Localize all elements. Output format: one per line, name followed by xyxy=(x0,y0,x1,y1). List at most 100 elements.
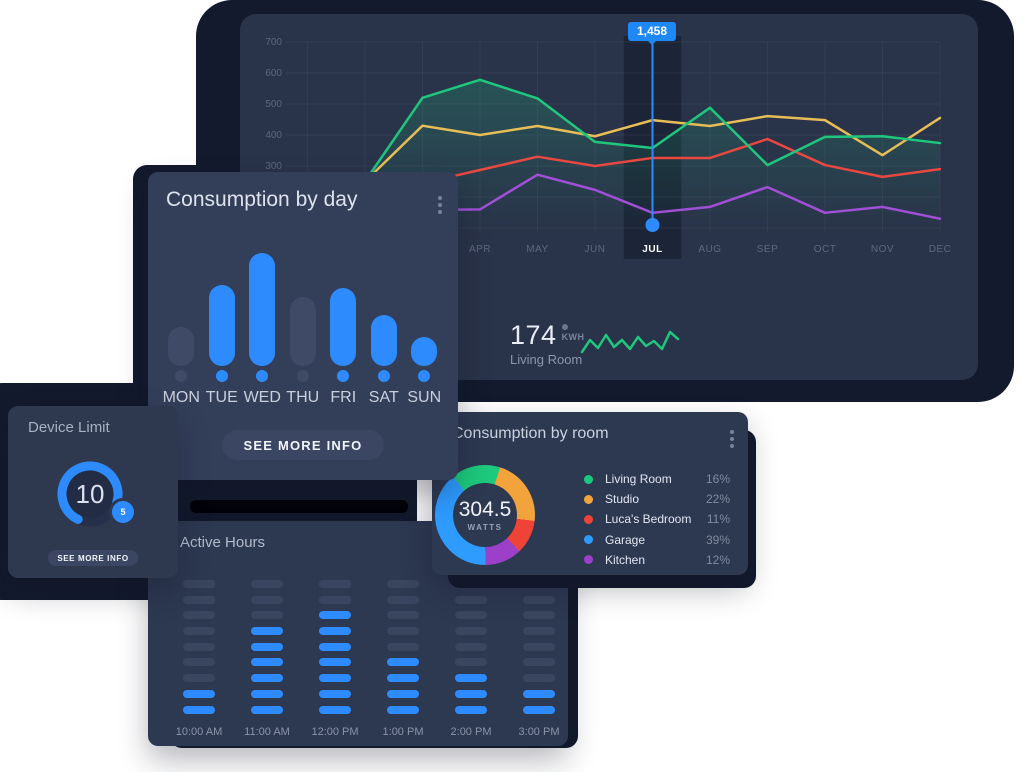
day-bar[interactable] xyxy=(330,288,357,366)
see-more-info-button[interactable]: SEE MORE INFO xyxy=(222,430,384,460)
active-hours-pill xyxy=(387,627,419,636)
legend-percent: 22% xyxy=(705,492,730,507)
day-column-sat: SAT xyxy=(364,251,405,407)
device-limit-badge: 5 xyxy=(109,498,137,526)
active-hours-pill xyxy=(251,580,283,588)
legend-row: Studio 22% xyxy=(584,489,730,509)
device-limit-title: Device Limit xyxy=(28,419,110,436)
active-hours-pill xyxy=(387,705,419,714)
day-dot xyxy=(418,370,431,382)
month-label-sep: SEP xyxy=(756,244,779,255)
day-label: WED xyxy=(243,389,281,406)
donut-center: 304.5 WATTS xyxy=(453,483,517,547)
day-bar[interactable] xyxy=(289,297,316,366)
day-column-thu: THU xyxy=(283,251,324,407)
legend-row: Living Room 16% xyxy=(584,469,730,489)
active-hours-pill xyxy=(251,642,283,651)
gauge-ring xyxy=(57,461,123,527)
day-label: MON xyxy=(162,389,200,406)
active-hours-pill xyxy=(455,705,487,714)
active-hours-pill xyxy=(455,658,487,667)
active-hours-pill xyxy=(319,689,351,698)
active-hours-pill xyxy=(251,595,283,604)
active-hours-column: 12:00 PM xyxy=(301,580,369,738)
room-donut-chart: 304.5 WATTS xyxy=(435,465,535,565)
day-card-title: Consumption by day xyxy=(166,188,358,211)
active-hours-column: 11:00 AM xyxy=(233,580,301,738)
see-more-info-button[interactable]: SEE MORE INFO xyxy=(48,550,138,566)
active-hours-pill xyxy=(455,689,487,698)
device-limit-card: Device Limit 10 5 SEE MORE INFO xyxy=(8,406,178,578)
legend-color-dot xyxy=(584,474,593,484)
day-label: FRI xyxy=(330,389,357,406)
day-bar[interactable] xyxy=(370,315,397,366)
active-hours-pill xyxy=(523,705,555,714)
active-hours-pill xyxy=(387,658,419,667)
y-tick-label: 300 xyxy=(265,161,282,172)
active-hours-pill xyxy=(523,595,555,604)
day-label: SUN xyxy=(407,389,442,406)
active-hours-pill xyxy=(251,658,283,667)
month-label-jun: JUN xyxy=(584,244,606,255)
time-label: 12:00 PM xyxy=(311,726,359,739)
day-dot xyxy=(377,370,390,382)
legend-name: Kitchen xyxy=(605,552,646,567)
legend-color-dot xyxy=(584,494,593,504)
day-bar[interactable] xyxy=(411,337,438,366)
active-hours-pill xyxy=(251,627,283,636)
active-hours-pill xyxy=(455,674,487,683)
month-label-oct: OCT xyxy=(813,244,837,255)
active-hours-pill xyxy=(387,580,419,588)
kebab-menu-icon[interactable] xyxy=(730,428,734,449)
active-hours-pill xyxy=(319,674,351,683)
day-dot xyxy=(256,370,269,382)
legend-name: Garage xyxy=(605,532,646,547)
month-label-nov: NOV xyxy=(870,244,895,255)
active-hours-pill xyxy=(251,705,283,714)
active-hours-pill xyxy=(319,642,351,651)
legend-percent: 12% xyxy=(705,552,730,567)
room-card-title: Consumption by room xyxy=(452,425,609,442)
active-hours-pill xyxy=(523,674,555,683)
day-bar-chart: MON TUE WED THU FRI SAT SUN xyxy=(161,251,445,407)
stat-unit: KWH xyxy=(561,332,585,342)
active-hours-column: 10:00 AM xyxy=(165,580,233,738)
active-hours-pill xyxy=(523,689,555,698)
active-hours-title: Active Hours xyxy=(180,534,266,551)
legend-percent: 16% xyxy=(705,472,730,487)
active-hours-pill xyxy=(183,580,215,588)
active-hours-pill xyxy=(251,674,283,683)
active-hours-pill xyxy=(183,658,215,667)
active-hours-pill xyxy=(319,611,351,620)
living-room-sparkline xyxy=(580,330,680,354)
active-hours-pill xyxy=(319,658,351,667)
day-column-fri: FRI xyxy=(323,251,364,407)
day-column-mon: MON xyxy=(161,251,202,407)
legend-color-dot xyxy=(584,555,593,565)
legend-row: Garage 39% xyxy=(584,530,730,550)
stat-dot-icon xyxy=(561,324,568,330)
consumption-by-day-card: Consumption by day MON TUE WED THU FRI SAT SUN… xyxy=(148,172,458,480)
active-hours-pill xyxy=(319,627,351,636)
device-limit-value: 10 xyxy=(75,478,105,509)
active-hours-pill xyxy=(455,627,487,636)
day-label: SAT xyxy=(368,389,399,406)
y-tick-label: 500 xyxy=(265,99,282,110)
time-label: 10:00 AM xyxy=(175,726,223,739)
month-label-may: MAY xyxy=(526,244,549,255)
chart-tooltip: 1,458 xyxy=(627,22,677,45)
y-tick-label: 700 xyxy=(265,37,282,48)
y-tick-label: 600 xyxy=(265,68,282,79)
day-bar[interactable] xyxy=(208,285,235,366)
active-hours-pill xyxy=(319,580,351,588)
day-bar[interactable] xyxy=(249,253,276,366)
kebab-menu-icon[interactable] xyxy=(438,194,442,215)
room-legend: Living Room 16% Studio 22% Luca's Bedroom 11%… xyxy=(584,469,730,570)
month-label-dec: DEC xyxy=(928,244,952,255)
day-bar[interactable] xyxy=(168,327,195,366)
active-hours-column: 2:00 PM xyxy=(437,580,505,738)
day-dot xyxy=(296,370,309,382)
legend-name: Luca's Bedroom xyxy=(605,512,692,527)
time-label: 3:00 PM xyxy=(518,726,560,739)
active-hours-pill xyxy=(251,611,283,620)
